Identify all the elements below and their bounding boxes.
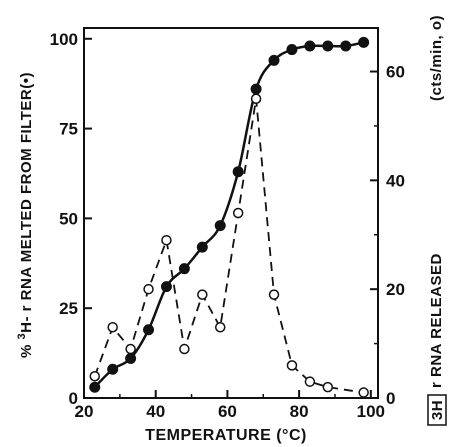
x-tick-label: 100 bbox=[357, 402, 385, 421]
series-1-point bbox=[286, 360, 298, 371]
series-0-point bbox=[322, 40, 334, 52]
series-1-point bbox=[143, 283, 154, 295]
plot-frame bbox=[83, 27, 379, 399]
series-1-point bbox=[250, 93, 262, 104]
x-tick-label: 20 bbox=[75, 402, 94, 421]
left-axis-title-marker: (•) bbox=[18, 72, 35, 89]
left-axis-title-prefix: % bbox=[18, 339, 35, 358]
series-0-point bbox=[232, 166, 244, 178]
right-tick-label: 60 bbox=[386, 63, 405, 82]
series-0-point bbox=[196, 241, 208, 253]
series-0-point bbox=[160, 281, 172, 293]
right-axis-title-units: (cts/min, o) bbox=[428, 15, 445, 101]
series-0-point bbox=[214, 220, 226, 232]
x-tick-label: 80 bbox=[290, 402, 309, 421]
left-tick-label: 25 bbox=[59, 299, 78, 318]
right-axis-iso-box bbox=[427, 394, 447, 426]
series-0-point bbox=[107, 363, 119, 375]
series-0-point bbox=[304, 40, 316, 52]
left-tick-label: 100 bbox=[50, 30, 78, 49]
series-0-point bbox=[268, 54, 280, 66]
series-0-point bbox=[89, 381, 101, 393]
series-0-point bbox=[178, 263, 190, 275]
series-lines bbox=[93, 41, 364, 394]
series-0-point bbox=[250, 83, 262, 95]
tick-marks bbox=[83, 37, 378, 399]
axes bbox=[83, 27, 379, 399]
x-tick-label: 60 bbox=[218, 402, 237, 421]
left-axis-title-sup: 3 bbox=[16, 333, 28, 340]
series-1-point bbox=[107, 322, 118, 333]
left-axis-title-main: H- r RNA MELTED FROM FILTER bbox=[18, 89, 35, 333]
right-tick-label: 40 bbox=[386, 171, 405, 190]
right-axis-title: 3H r RNA RELEASED (cts/min, o) bbox=[427, 15, 447, 426]
series-1-point bbox=[89, 370, 101, 382]
data-points bbox=[89, 36, 370, 398]
series-1-point bbox=[358, 387, 369, 398]
series-1-point bbox=[232, 207, 244, 219]
series-1-point bbox=[161, 234, 172, 246]
series-0-point bbox=[286, 44, 298, 56]
series-1-point bbox=[125, 343, 136, 355]
series-1-point bbox=[268, 289, 280, 300]
right-tick-label: 20 bbox=[386, 280, 405, 299]
right-axis-title-iso: 3H bbox=[429, 400, 446, 420]
series-0-point bbox=[125, 352, 137, 364]
series-0-point bbox=[143, 324, 155, 336]
x-axis-title: TEMPERATURE (°C) bbox=[145, 427, 307, 444]
series-0-point bbox=[340, 40, 352, 52]
series-1-point bbox=[304, 376, 316, 387]
left-axis-title: % 3H- r RNA MELTED FROM FILTER(•) bbox=[16, 72, 35, 358]
left-tick-label: 0 bbox=[69, 389, 78, 408]
left-tick-label: 75 bbox=[59, 120, 78, 139]
series-1-point bbox=[179, 343, 190, 355]
left-tick-label: 50 bbox=[59, 209, 78, 228]
series-0-point bbox=[358, 36, 370, 48]
series-1-point bbox=[197, 289, 208, 300]
series-1-point bbox=[214, 322, 226, 333]
series-1-point bbox=[322, 381, 334, 393]
x-tick-label: 40 bbox=[146, 402, 165, 421]
series-1-line bbox=[93, 98, 364, 394]
series-0-line bbox=[93, 41, 364, 389]
right-tick-label: 0 bbox=[386, 389, 395, 408]
right-axis-title-main: r RNA RELEASED bbox=[428, 253, 445, 388]
